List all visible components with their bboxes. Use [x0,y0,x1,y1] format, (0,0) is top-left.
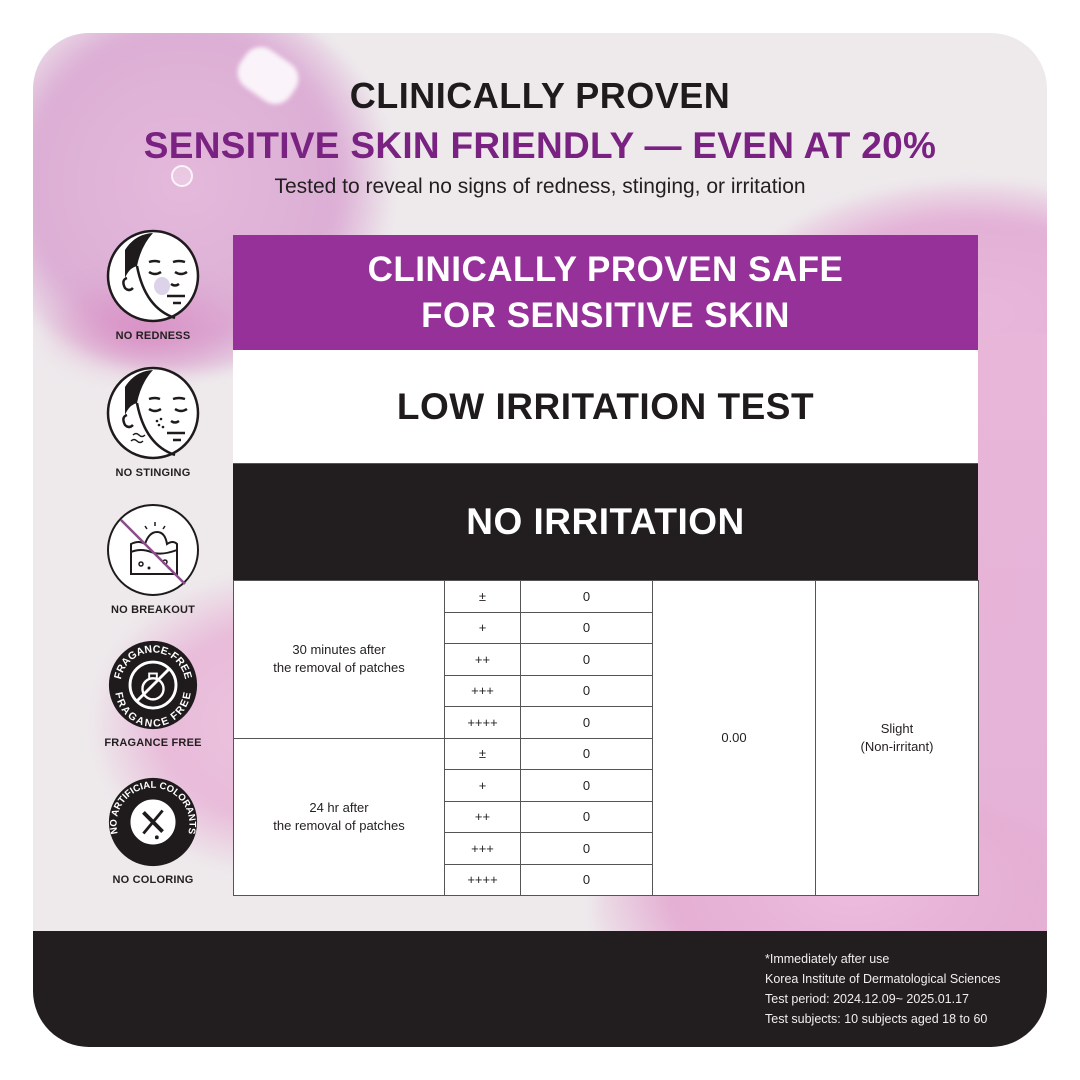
headline-accent: SENSITIVE SKIN FRIENDLY — EVEN AT 20% [143,125,937,166]
benefit-label: NO BREAKOUT [110,604,196,616]
fragrance-free-badge-icon: FRAGANCE-FREE FRAGANCE FREE [108,640,198,730]
table-row: + 0 [234,611,979,644]
table-row: ++ 0 [234,800,979,833]
count-cell: 0 [520,580,653,613]
table-row: 24 hr after the removal of patches ± 0 [233,737,979,896]
time-point-cell: 30 minutes after the removal of patches [233,580,445,739]
footnote: Test subjects: 10 subjects aged 18 to 60 [765,1012,988,1026]
grade-cell: ++++ [444,863,521,896]
judgement-cell: Slight (Non-irritant) [815,580,979,896]
droplet-decoration [171,165,193,187]
footnote: Test period: 2024.12.09~ 2025.01.17 [765,992,969,1006]
headline: CLINICALLY PROVEN [349,75,731,116]
benefit-no-breakout: NO BREAKOUT [93,502,213,616]
grade-cell: ± [444,580,521,613]
table-row: ++++ 0 [234,863,979,896]
footer-band: *Immediately after use Korea Institute o… [33,931,1047,1047]
footnote: Korea Institute of Dermatological Scienc… [765,972,1001,986]
count-cell: 0 [520,832,653,865]
count-cell: 0 [520,800,653,833]
mean-score-cell: 0.00 [652,580,816,896]
subtitle: Tested to reveal no signs of redness, st… [274,175,806,198]
table-row: ++ 0 [234,643,979,676]
grade-cell: ± [444,737,521,770]
grade-cell: ++ [444,643,521,676]
grade-cell: ++ [444,800,521,833]
count-cell: 0 [520,737,653,770]
benefit-label: NO REDNESS [115,330,191,342]
grade-cell: + [444,611,521,644]
panel-title-line2: FOR SENSITIVE SKIN [421,296,790,335]
count-cell: 0 [520,674,653,707]
count-cell: 0 [520,863,653,896]
benefit-no-coloring: NO ARTIFICIAL COLORANTS NO COLORING [93,776,213,886]
results-panel: CLINICALLY PROVEN SAFE FOR SENSITIVE SKI… [233,235,979,896]
infographic-card: CLINICALLY PROVEN SENSITIVE SKIN FRIENDL… [33,33,1047,1047]
benefit-no-stinging: NO STINGING [93,365,213,479]
time-point-cell: 24 hr after the removal of patches [233,737,445,896]
grade-cell: +++ [444,674,521,707]
face-no-redness-icon [106,229,200,323]
grade-cell: + [444,769,521,802]
count-cell: 0 [520,643,653,676]
test-name: LOW IRRITATION TEST [233,350,978,464]
benefit-label: FRAGANCE FREE [104,737,202,749]
grade-cell: +++ [444,832,521,865]
count-cell: 0 [520,706,653,739]
table-row: 30 minutes after the removal of patches … [233,580,979,896]
count-cell: 0 [520,611,653,644]
footnote: *Immediately after use [765,952,890,966]
no-breakout-icon [107,504,199,596]
benefit-fragrance-free: FRAGANCE-FREE FRAGANCE FREE FRAGANCE FRE… [93,639,213,749]
benefit-no-redness: NO REDNESS [93,228,213,342]
panel-title: CLINICALLY PROVEN SAFE FOR SENSITIVE SKI… [233,235,978,350]
no-artificial-colorants-badge-icon: NO ARTIFICIAL COLORANTS [108,777,197,867]
grade-cell: ++++ [444,706,521,739]
benefit-label: NO STINGING [115,467,191,479]
panel-title-line1: CLINICALLY PROVEN SAFE [367,250,844,289]
face-no-stinging-icon [106,366,200,460]
results-table: 30 minutes after the removal of patches … [233,580,979,896]
benefit-label: NO COLORING [112,874,194,886]
count-cell: 0 [520,769,653,802]
test-result: NO IRRITATION [233,464,978,580]
footnotes: *Immediately after use Korea Institute o… [765,949,1001,1029]
